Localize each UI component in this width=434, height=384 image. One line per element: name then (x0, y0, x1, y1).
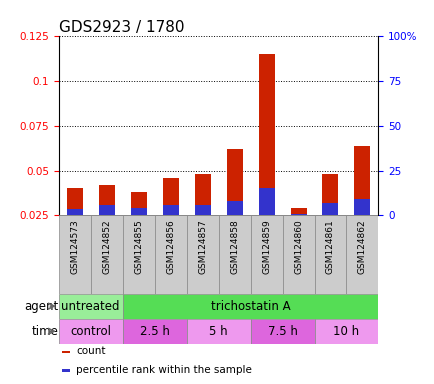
Bar (99, 205, 115, 260)
Bar (346, 215, 378, 293)
Text: agent: agent (24, 300, 59, 313)
Text: GSM124852: GSM124852 (102, 219, 111, 274)
Bar (194, 174, 210, 260)
Bar (186, 319, 250, 344)
Text: GSM124861: GSM124861 (325, 219, 334, 274)
Text: 5 h: 5 h (209, 325, 227, 338)
Bar (62, 351, 69, 353)
Text: control: control (70, 325, 111, 338)
Bar (155, 215, 186, 293)
Bar (226, 149, 242, 260)
Bar (250, 215, 282, 293)
Bar (194, 205, 210, 260)
Text: GSM124860: GSM124860 (293, 219, 302, 274)
Bar (130, 208, 146, 260)
Bar (314, 319, 378, 344)
Text: time: time (32, 325, 59, 338)
Text: GSM124855: GSM124855 (134, 219, 143, 274)
Bar (258, 189, 274, 260)
Text: GDS2923 / 1780: GDS2923 / 1780 (59, 20, 184, 35)
Text: percentile rank within the sample: percentile rank within the sample (76, 365, 252, 375)
Bar (122, 293, 378, 319)
Bar (66, 189, 82, 260)
Bar (162, 178, 178, 260)
Text: GSM124857: GSM124857 (197, 219, 207, 274)
Bar (354, 146, 370, 260)
Bar (59, 319, 122, 344)
Text: GSM124862: GSM124862 (357, 219, 366, 274)
Bar (258, 55, 274, 260)
Bar (314, 215, 345, 293)
Bar (226, 201, 242, 260)
Text: 10 h: 10 h (332, 325, 359, 338)
Text: trichostatin A: trichostatin A (210, 300, 290, 313)
Bar (354, 199, 370, 260)
Bar (59, 215, 91, 293)
Bar (130, 192, 146, 260)
Bar (322, 203, 338, 260)
Bar (59, 293, 122, 319)
Bar (122, 215, 155, 293)
Text: GSM124856: GSM124856 (166, 219, 175, 274)
Bar (99, 185, 115, 260)
Text: count: count (76, 346, 105, 356)
Bar (250, 319, 314, 344)
Text: GSM124573: GSM124573 (70, 219, 79, 274)
Text: 7.5 h: 7.5 h (267, 325, 297, 338)
Bar (66, 209, 82, 260)
Text: GSM124859: GSM124859 (261, 219, 270, 274)
Bar (290, 214, 306, 260)
Bar (91, 215, 122, 293)
Bar (122, 319, 186, 344)
Bar (218, 215, 250, 293)
Bar (290, 208, 306, 260)
Text: GSM124858: GSM124858 (230, 219, 239, 274)
Text: untreated: untreated (61, 300, 120, 313)
Bar (162, 205, 178, 260)
Bar (322, 174, 338, 260)
Bar (62, 369, 69, 372)
Text: 2.5 h: 2.5 h (139, 325, 169, 338)
Bar (186, 215, 218, 293)
Bar (282, 215, 314, 293)
